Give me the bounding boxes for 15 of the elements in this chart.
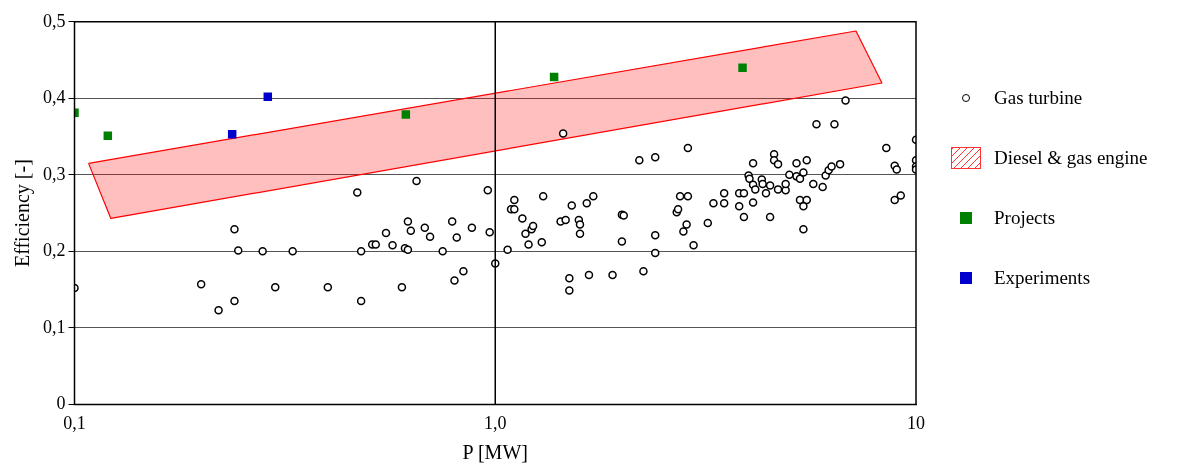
y-axis-title: Efficiency [-] [11, 159, 35, 268]
y-tick-label: 0,4 [43, 87, 66, 108]
y-tick-label: 0 [56, 393, 66, 414]
y-tick-label: 0,2 [43, 240, 66, 261]
x-tick-label: 1,0 [484, 412, 507, 433]
y-tick-label: 0,3 [43, 163, 66, 184]
y-tick-label: 0,5 [43, 10, 66, 31]
legend-label: Gas turbine [994, 87, 1083, 109]
legend-label: Diesel & gas engine [994, 147, 1148, 169]
legend-label: Experiments [994, 267, 1091, 289]
y-tick-label: 0,1 [43, 316, 66, 337]
x-axis-title: P [MW] [462, 441, 528, 464]
x-tick-label: 0,1 [63, 412, 86, 433]
legend-label: Projects [994, 207, 1056, 229]
x-tick-label: 10 [907, 412, 925, 433]
